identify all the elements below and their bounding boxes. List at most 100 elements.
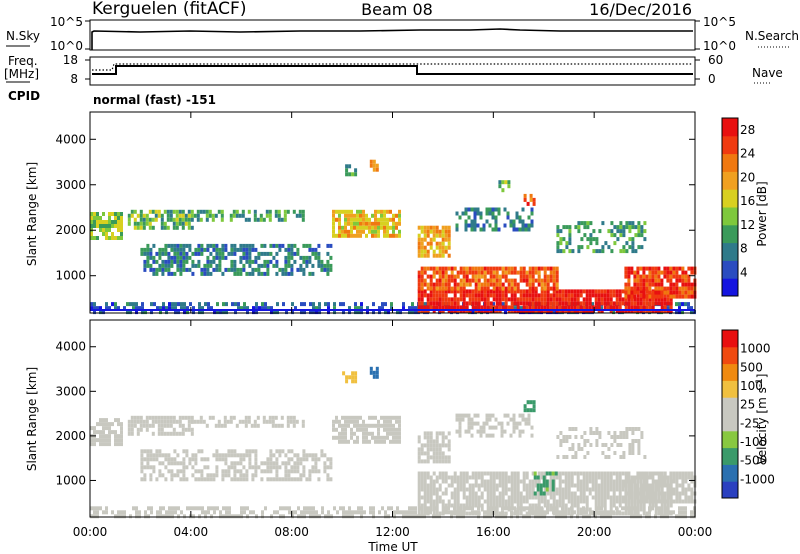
heatmap-cell [160,213,164,218]
heatmap-cell [291,514,294,519]
heatmap-cell [480,503,484,508]
heatmap-cell [600,503,604,508]
heatmap-cell [99,506,102,511]
heatmap-cell [93,220,96,224]
heatmap-cell [168,302,171,307]
heatmap-cell [624,286,628,291]
heatmap-cell [117,438,120,443]
heatmap-cell [332,213,335,218]
heatmap-cell [624,483,628,488]
heatmap-cell [561,503,565,508]
heatmap-cell [455,413,459,418]
heatmap-cell [173,461,177,466]
heatmap-cell [558,479,562,484]
heatmap-cell [675,294,679,299]
heatmap-cell [380,217,383,222]
heatmap-cell [534,301,538,306]
heatmap-cell [588,511,592,516]
heatmap-cell [558,503,562,508]
heatmap-cell [483,309,487,314]
heatmap-cell [432,491,436,496]
heatmap-cell [140,477,144,482]
heatmap-cell [150,302,153,307]
heatmap-cell [612,301,616,306]
heatmap-cell [447,510,450,515]
heatmap-cell [456,514,459,519]
heatmap-cell [229,217,233,222]
heatmap-cell [530,219,534,224]
heatmap-cell [255,306,258,311]
heatmap-cell [534,495,538,500]
heatmap-cell [332,435,335,440]
heatmap-cell [609,487,613,492]
heatmap-cell [284,263,288,268]
heatmap-cell [426,459,430,464]
heatmap-cell [181,217,185,222]
heatmap-cell [172,209,176,214]
heatmap-cell [120,438,123,443]
heatmap-cell [429,241,433,246]
heatmap-cell [468,278,472,283]
heatmap-cell [161,263,165,268]
heatmap-cell [191,263,195,268]
heatmap-cell [534,514,537,519]
heatmap-cell [178,423,182,428]
heatmap-cell [423,443,427,448]
heatmap-cell [552,282,556,287]
heatmap-cell [263,259,267,264]
heatmap-cell [222,506,225,511]
y-tick-label: 2000 [55,223,86,237]
heatmap-cell [200,477,204,482]
heatmap-cell [657,286,661,291]
heatmap-cell [288,510,291,515]
heatmap-cell [597,503,601,508]
heatmap-cell [518,421,522,426]
heatmap-cell [369,163,373,168]
heatmap-cell [295,419,299,424]
heatmap-cell [601,245,605,250]
heatmap-cell [268,419,272,424]
heatmap-cell [555,282,559,287]
heatmap-cell [135,310,138,315]
heatmap-cell [555,475,559,480]
heatmap-cell [636,487,640,492]
heatmap-cell [618,479,622,484]
heatmap-cell [458,417,462,422]
heatmap-cell [360,310,363,315]
heatmap-cell [594,289,598,294]
heatmap-cell [627,294,631,299]
heatmap-cell [395,415,398,420]
heatmap-cell [197,477,201,482]
heatmap-cell [492,511,496,516]
heatmap-cell [486,293,490,298]
heatmap-cell [479,433,483,438]
heatmap-cell [233,453,237,458]
heatmap-cell [182,465,186,470]
heatmap-cell [594,507,598,512]
heatmap-cell [489,507,493,512]
heatmap-cell [588,514,591,519]
heatmap-cell [444,297,448,302]
heatmap-cell [549,301,553,306]
heatmap-cell [615,297,619,302]
heatmap-cell [205,217,209,222]
heatmap-cell [206,259,210,264]
heatmap-cell [93,216,96,220]
heatmap-cell [489,305,493,310]
heatmap-cell [129,310,132,315]
heatmap-cell [426,225,430,230]
heatmap-cell [567,495,571,500]
heatmap-cell [500,421,504,426]
heatmap-cell [615,487,619,492]
colorbar-tick-label: 24 [740,147,755,161]
heatmap-cell [371,213,374,218]
heatmap-cell [432,249,436,254]
heatmap-cell [284,473,288,478]
heatmap-cell [332,423,335,428]
heatmap-cell [338,221,341,226]
heatmap-cell [420,495,424,500]
heatmap-cell [269,243,273,248]
heatmap-cell [601,451,605,455]
heatmap-cell [528,270,532,275]
heatmap-cell [423,282,427,287]
